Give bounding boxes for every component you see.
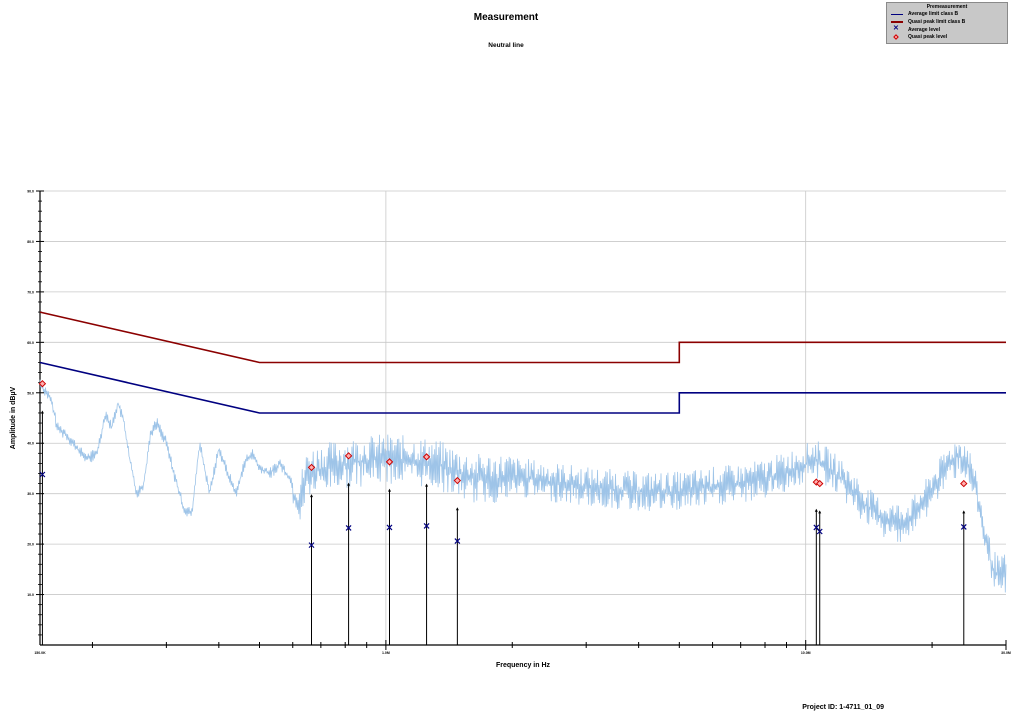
- quasi-peak-level-point: [385, 458, 394, 466]
- stem-arrow: [814, 508, 818, 512]
- y-tick-label: 20.0: [27, 543, 34, 547]
- quasi-peak-level-point: [960, 479, 968, 488]
- premeasurement-trace: [39, 379, 1007, 593]
- x-tick-label: 150.0K: [34, 651, 46, 655]
- legend-label-quasi-peak-level: Quasi peak level: [908, 34, 948, 41]
- legend-item-premeasurement: Premeasurement: [887, 3, 1007, 11]
- x-tick-label: 30.0M: [1001, 651, 1011, 655]
- y-axis-title: Amplitude in dBµV: [10, 386, 17, 449]
- stem-arrow: [455, 507, 459, 511]
- quasi-peak-level-point: [422, 453, 431, 461]
- legend-item-average-level: ✕ Average level: [887, 25, 1007, 34]
- average-level-point: [308, 542, 315, 549]
- average-level-point: [423, 523, 430, 529]
- average-level-point: [454, 538, 461, 545]
- y-tick-label: 50.0: [27, 391, 34, 395]
- chart-subtitle: Neutral line: [488, 42, 524, 49]
- stem-arrow: [818, 510, 822, 514]
- average-limit-line: [39, 361, 1006, 414]
- average-level-point: [960, 524, 967, 530]
- average-level-point: [39, 471, 46, 478]
- quasi-peak-limit-line: [39, 311, 1006, 364]
- quasi-peak-level-point: [38, 379, 47, 388]
- average-level-point: [345, 525, 352, 531]
- average-level-point: [816, 528, 823, 535]
- legend-item-quasi-peak-limit: Quasi peak limit class B: [887, 18, 1007, 26]
- stem-arrow: [387, 488, 391, 492]
- y-tick-label: 40.0: [27, 442, 34, 446]
- x-tick-label: 10.0M: [801, 651, 811, 655]
- stem-arrow: [962, 510, 966, 514]
- legend-label-quasi-peak-limit: Quasi peak limit class B: [908, 18, 966, 25]
- x-tick-label: 1.0M: [382, 651, 390, 655]
- legend-item-quasi-peak-level: Quasi peak level: [887, 33, 1007, 41]
- legend-item-average-limit: Average limit class B: [887, 11, 1007, 19]
- y-tick-label: 80.0: [27, 240, 34, 244]
- legend-cross-marker-icon: ✕: [893, 25, 899, 33]
- stem-arrow: [425, 483, 429, 487]
- legend-line-quasi-peak-limit-icon: [890, 18, 904, 25]
- quasi-peak-level-point: [453, 476, 462, 485]
- x-axis-title: Frequency in Hz: [496, 662, 551, 669]
- legend-label-average-level: Average level: [908, 26, 941, 33]
- stem-arrow: [310, 494, 314, 498]
- chart-legend: Premeasurement Average limit class B Qua…: [886, 2, 1008, 44]
- legend-line-average-limit-icon: [890, 11, 904, 18]
- y-tick-label: 60.0: [27, 341, 34, 345]
- legend-label-premeasurement: Premeasurement: [926, 3, 968, 10]
- y-tick-label: 70.0: [27, 290, 34, 294]
- legend-label-average-limit: Average limit class B: [908, 11, 959, 18]
- quasi-peak-level-point: [816, 479, 824, 488]
- project-id: Project ID: 1-4711_01_09: [802, 704, 884, 711]
- stem-arrow: [347, 482, 351, 486]
- average-level-point: [386, 524, 393, 531]
- y-tick-label: 30.0: [27, 492, 34, 496]
- quasi-peak-level-point: [307, 463, 316, 472]
- quasi-peak-level-point: [344, 452, 353, 460]
- y-tick-label: 10.0: [27, 593, 34, 597]
- stem-arrow: [40, 410, 44, 414]
- y-tick-label: 90.0: [27, 190, 34, 194]
- chart-title: Measurement: [473, 12, 539, 23]
